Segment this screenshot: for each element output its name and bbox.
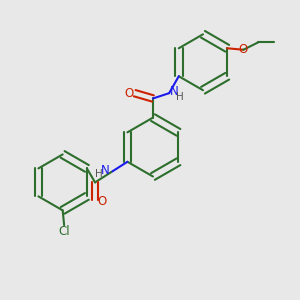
Text: O: O <box>125 87 134 100</box>
Text: O: O <box>239 43 248 56</box>
Text: H: H <box>176 92 184 102</box>
Text: N: N <box>170 85 179 98</box>
Text: H: H <box>95 169 103 179</box>
Text: Cl: Cl <box>58 225 70 238</box>
Text: N: N <box>101 164 110 177</box>
Text: O: O <box>97 195 106 208</box>
